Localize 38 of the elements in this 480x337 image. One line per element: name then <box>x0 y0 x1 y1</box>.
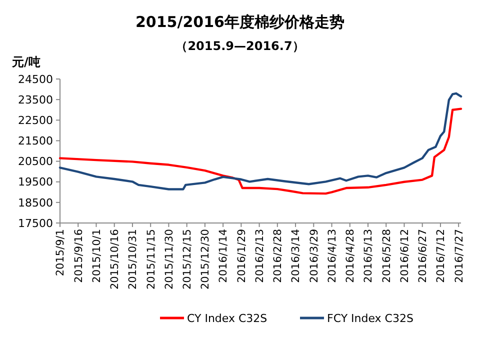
x-tick-label: 2015/12/30 <box>200 229 212 290</box>
x-tick-label: 2016/3/14 <box>290 228 302 283</box>
line-series <box>58 108 462 195</box>
x-tick-label: 2016/2/13 <box>254 229 266 283</box>
legend-label: FCY Index C32S <box>327 312 414 325</box>
y-tick-label: 21500 <box>18 134 53 148</box>
y-tick-label: 19500 <box>18 176 53 189</box>
y-tick-label: 20500 <box>18 155 53 168</box>
x-tick-label: 2016/4/28 <box>344 229 357 283</box>
y-tick-label: 23500 <box>18 93 53 106</box>
x-tick-label: 2015/11/15 <box>145 229 158 290</box>
x-tick-label: 2015/10/31 <box>127 229 140 290</box>
chart-subtitle: （2015.9—2016.7） <box>176 39 304 53</box>
x-tick-label: 2016/6/12 <box>398 229 411 283</box>
x-tick-label: 2016/6/27 <box>417 229 430 283</box>
legend-label: CY Index C32S <box>187 312 268 325</box>
x-tick-label: 2016/7/12 <box>435 229 448 283</box>
x-tick-label: 2015/11/30 <box>163 229 176 290</box>
y-axis-title: 元/吨 <box>11 55 40 69</box>
x-tick-label: 2015/10/16 <box>109 228 122 290</box>
chart-title: 2015/2016年度棉纱价格走势 <box>136 13 344 31</box>
x-tick-label: 2015/9/16 <box>72 228 85 283</box>
x-tick-label: 2016/1/29 <box>236 229 248 283</box>
y-tick-label: 17500 <box>18 216 53 230</box>
x-tick-label: 2016/4/13 <box>326 229 338 283</box>
y-tick-label: 24500 <box>18 72 53 86</box>
x-tick-label: 2015/10/1 <box>90 229 103 283</box>
x-tick-label: 2016/5/13 <box>362 229 375 283</box>
x-tick-label: 2015/12/15 <box>181 229 194 290</box>
x-tick-label: 2016/3/29 <box>308 229 320 283</box>
x-tick-label: 2015/9/1 <box>54 229 67 276</box>
x-tick-label: 2016/5/28 <box>380 229 393 283</box>
y-tick-label: 18500 <box>18 196 53 210</box>
x-tick-label: 2016/7/27 <box>453 229 466 283</box>
x-tick-label: 2016/1/14 <box>218 228 230 283</box>
y-tick-label: 22500 <box>18 114 53 127</box>
line-series <box>58 92 462 190</box>
x-tick-label: 2016/2/28 <box>272 229 284 283</box>
